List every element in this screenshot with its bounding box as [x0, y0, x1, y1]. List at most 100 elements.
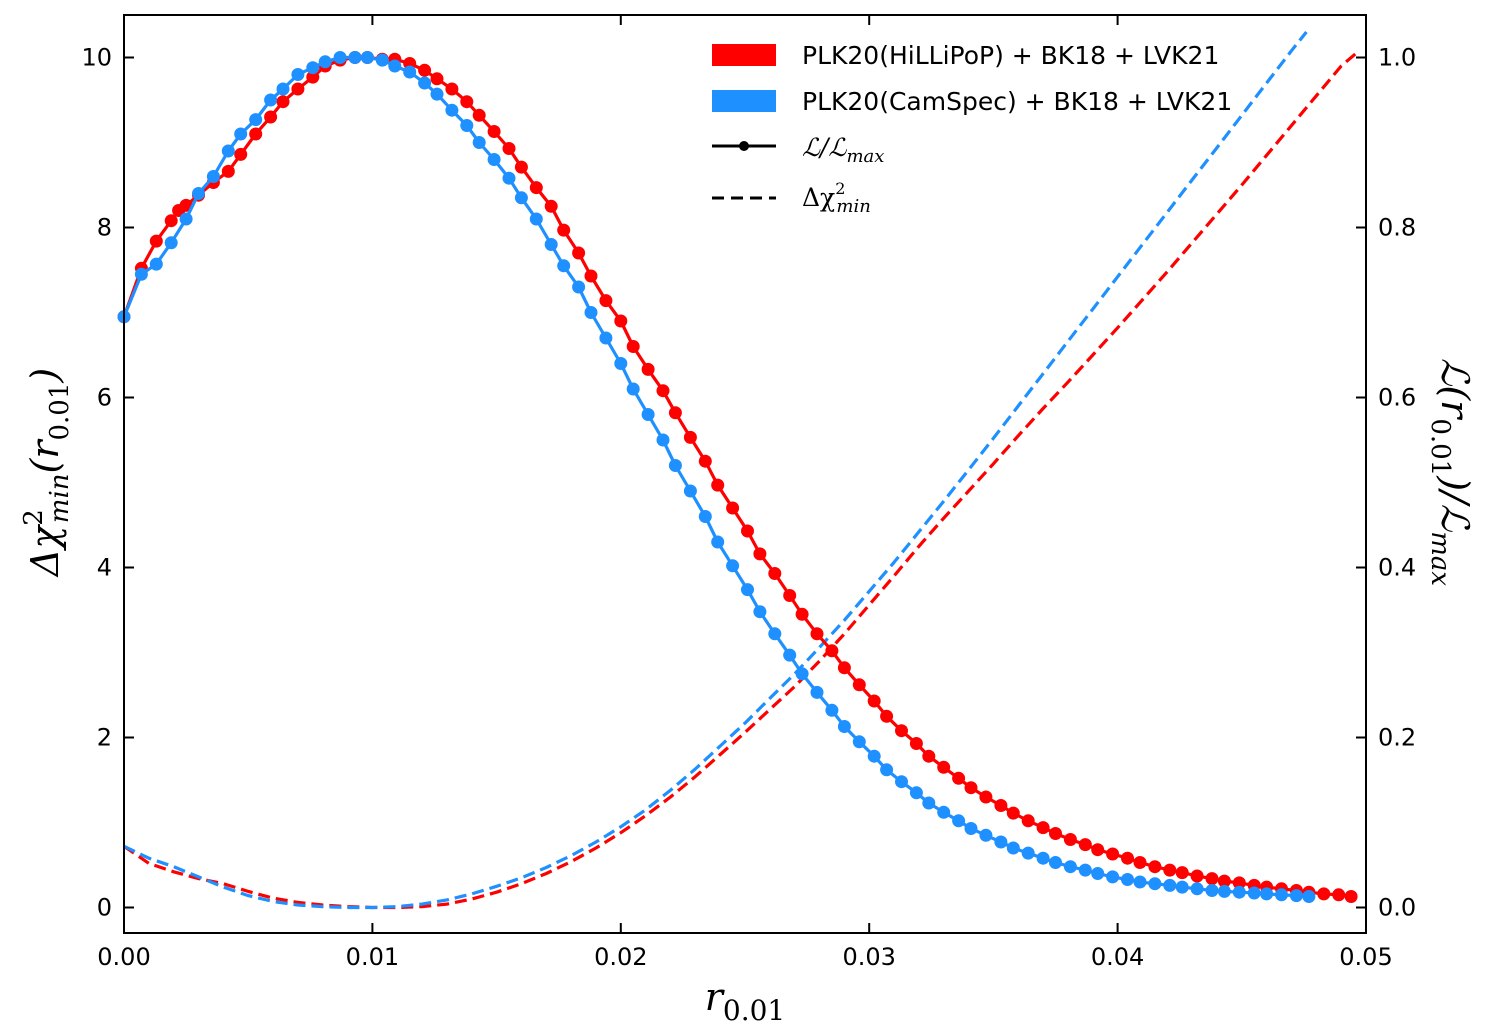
ticks-layer: 0.00 0.01 0.02 0.03 0.04 0.05 0 2 4 6 8 10 0.0 0.2 0.4… [81, 15, 1416, 971]
x-tick-label: 0.01 [346, 943, 399, 971]
data-point-hillipop [1133, 856, 1147, 869]
x-tick-label: 0.02 [594, 943, 647, 971]
data-point-camspec [179, 212, 193, 226]
data-point-hillipop [1121, 851, 1134, 865]
data-point-hillipop [810, 627, 824, 641]
data-point-camspec [1217, 884, 1231, 898]
y-right-tick-label: 0.2 [1378, 724, 1416, 752]
y-left-tick-label: 6 [97, 384, 112, 412]
data-point-camspec [741, 583, 754, 597]
data-point-camspec [964, 822, 978, 835]
data-point-hillipop [964, 781, 978, 795]
data-point-hillipop [994, 799, 1008, 812]
data-point-camspec [375, 53, 389, 67]
data-point-hillipop [221, 164, 235, 178]
x-tick-label: 0.04 [1091, 943, 1144, 971]
series-layer [117, 31, 1358, 910]
data-point-camspec [1063, 860, 1077, 874]
y-left-tick-label: 8 [97, 214, 112, 242]
data-point-hillipop [668, 406, 682, 420]
plot-area [117, 31, 1358, 910]
data-point-hillipop [430, 72, 444, 86]
data-point-camspec [544, 238, 558, 251]
data-point-camspec [1302, 890, 1316, 903]
data-point-camspec [795, 667, 809, 681]
data-point-camspec [445, 103, 459, 117]
data-point-hillipop [952, 771, 966, 785]
y-right-tick-label: 1.0 [1378, 44, 1416, 72]
y-left-tick-label: 10 [81, 44, 112, 72]
y-right-tick-label: 0.6 [1378, 384, 1416, 412]
data-point-camspec [768, 627, 782, 641]
data-point-hillipop [825, 644, 839, 658]
data-point-camspec [418, 76, 432, 90]
series-line-camspec-likelihood [122, 55, 1310, 899]
y-right-label-sub: 0.01 [1425, 418, 1455, 476]
data-point-camspec [1163, 878, 1177, 892]
data-point-hillipop [768, 567, 782, 580]
legend-patch-hillipop [712, 44, 776, 66]
data-point-camspec [614, 357, 628, 370]
data-point-hillipop [626, 340, 640, 353]
data-point-hillipop [979, 790, 993, 804]
data-point-camspec [1148, 877, 1162, 891]
x-axis-label-sub: 0.01 [723, 994, 785, 1027]
data-point-hillipop [584, 269, 598, 283]
data-point-camspec [683, 484, 697, 498]
legend-label-camspec: PLK20(CamSpec) + BK18 + LVK21 [802, 87, 1232, 116]
data-point-hillipop [614, 314, 628, 328]
data-point-hillipop [1317, 887, 1331, 901]
data-point-hillipop [249, 127, 263, 141]
data-point-hillipop [472, 108, 486, 122]
legend-label-hillipop: PLK20(HiLLiPoP) + BK18 + LVK21 [802, 41, 1219, 70]
data-point-hillipop [149, 234, 163, 248]
data-point-camspec [291, 68, 305, 81]
series-line-camspec-chi2 [123, 31, 1308, 910]
data-point-hillipop [753, 547, 767, 561]
data-point-hillipop [795, 607, 809, 621]
data-point-hillipop [656, 384, 670, 398]
data-point-hillipop [909, 737, 923, 750]
data-point-camspec [164, 236, 178, 250]
data-point-hillipop [179, 198, 193, 212]
data-point-camspec [1078, 863, 1092, 877]
data-point-hillipop [641, 362, 655, 376]
y-left-label-arg: (r [23, 438, 67, 474]
data-point-hillipop [895, 724, 908, 738]
data-point-hillipop [683, 430, 697, 444]
data-point-camspec [783, 648, 797, 662]
legend-chi2-sup: 2 [835, 179, 845, 198]
data-point-camspec [249, 113, 263, 127]
data-point-camspec [867, 749, 881, 763]
y-right-label-main: ℒ(r [1433, 358, 1477, 421]
data-point-hillipop [502, 142, 516, 155]
data-point-camspec [698, 510, 712, 523]
data-point-camspec [234, 127, 248, 141]
legend-chi2-main: Δχ [802, 183, 835, 212]
x-axis-label: r0.01 [705, 975, 786, 1027]
y-left-tick-label: 0 [97, 894, 112, 922]
data-point-camspec [318, 55, 332, 69]
data-point-hillipop [1190, 869, 1204, 883]
data-point-camspec [557, 259, 571, 273]
data-point-camspec [460, 119, 474, 132]
data-point-hillipop [514, 160, 528, 174]
data-point-hillipop [234, 147, 248, 161]
data-point-hillipop [1078, 838, 1092, 852]
data-point-camspec [1275, 888, 1288, 902]
data-point-hillipop [1036, 821, 1050, 835]
data-point-camspec [711, 535, 725, 549]
data-point-hillipop [726, 501, 740, 515]
data-point-hillipop [264, 110, 278, 124]
data-point-hillipop [418, 63, 432, 77]
data-point-hillipop [1091, 843, 1105, 857]
data-point-camspec [306, 61, 320, 75]
data-point-camspec [952, 814, 966, 828]
data-point-hillipop [1175, 866, 1189, 880]
data-point-camspec [430, 87, 444, 101]
data-point-camspec [149, 257, 163, 271]
y-left-label-arg-sub: 0.01 [45, 383, 75, 441]
data-point-hillipop [698, 454, 712, 468]
data-point-hillipop [1049, 827, 1062, 840]
plot-frame [123, 14, 1367, 934]
